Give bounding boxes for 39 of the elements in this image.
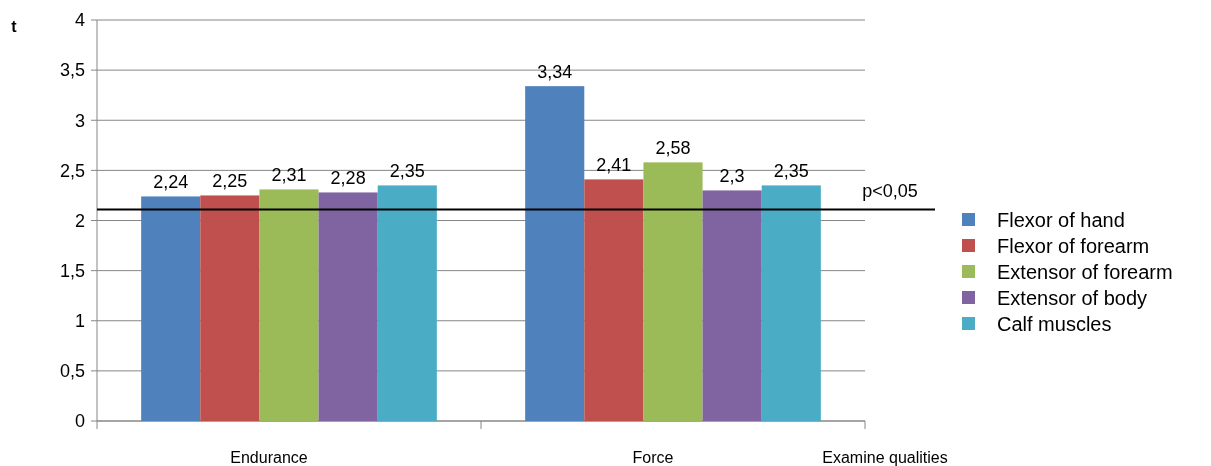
- bar: [141, 196, 201, 421]
- y-axis-title: t: [11, 18, 18, 35]
- bar: [318, 192, 378, 421]
- y-tick-label: 4: [74, 10, 85, 31]
- y-tick-label: 0: [74, 411, 85, 432]
- y-tick-label: 3,5: [59, 60, 85, 81]
- bar: [259, 189, 319, 421]
- bar: [761, 185, 821, 421]
- data-label: 2,58: [655, 138, 691, 159]
- data-label: 2,35: [773, 161, 809, 182]
- x-axis-title: Examine qualities: [822, 449, 948, 466]
- x-tick-label: Force: [632, 449, 674, 466]
- data-label: 2,3: [719, 166, 745, 187]
- legend-label: Flexor of forearm: [997, 235, 1150, 257]
- data-label: 2,24: [153, 172, 189, 193]
- y-tick-label: 1: [74, 311, 85, 332]
- bar: [525, 86, 585, 421]
- data-label: 2,31: [271, 165, 307, 186]
- y-tick-label: 1,5: [59, 260, 85, 281]
- y-tick-label: 2: [74, 210, 85, 231]
- legend-label: Extensor of body: [997, 287, 1148, 309]
- bar: [200, 195, 260, 421]
- legend-label: Flexor of hand: [997, 209, 1125, 231]
- x-tick-label: Endurance: [230, 449, 308, 466]
- data-label: 2,41: [596, 155, 632, 176]
- data-label: 2,25: [212, 171, 248, 192]
- y-tick-label: 0,5: [59, 361, 85, 382]
- data-label: 2,28: [330, 168, 366, 189]
- bar: [643, 162, 703, 421]
- y-tick-label: 2,5: [59, 160, 85, 181]
- data-label: 2,35: [389, 161, 425, 182]
- data-label: 3,34: [537, 62, 573, 83]
- bar: [702, 190, 762, 421]
- y-tick-label: 3: [74, 110, 85, 131]
- legend-label: Calf muscles: [997, 313, 1112, 335]
- bar: [584, 179, 644, 421]
- ref-line-label: p<0,05: [862, 181, 918, 202]
- legend-label: Extensor of forearm: [997, 261, 1173, 283]
- bar: [377, 185, 437, 421]
